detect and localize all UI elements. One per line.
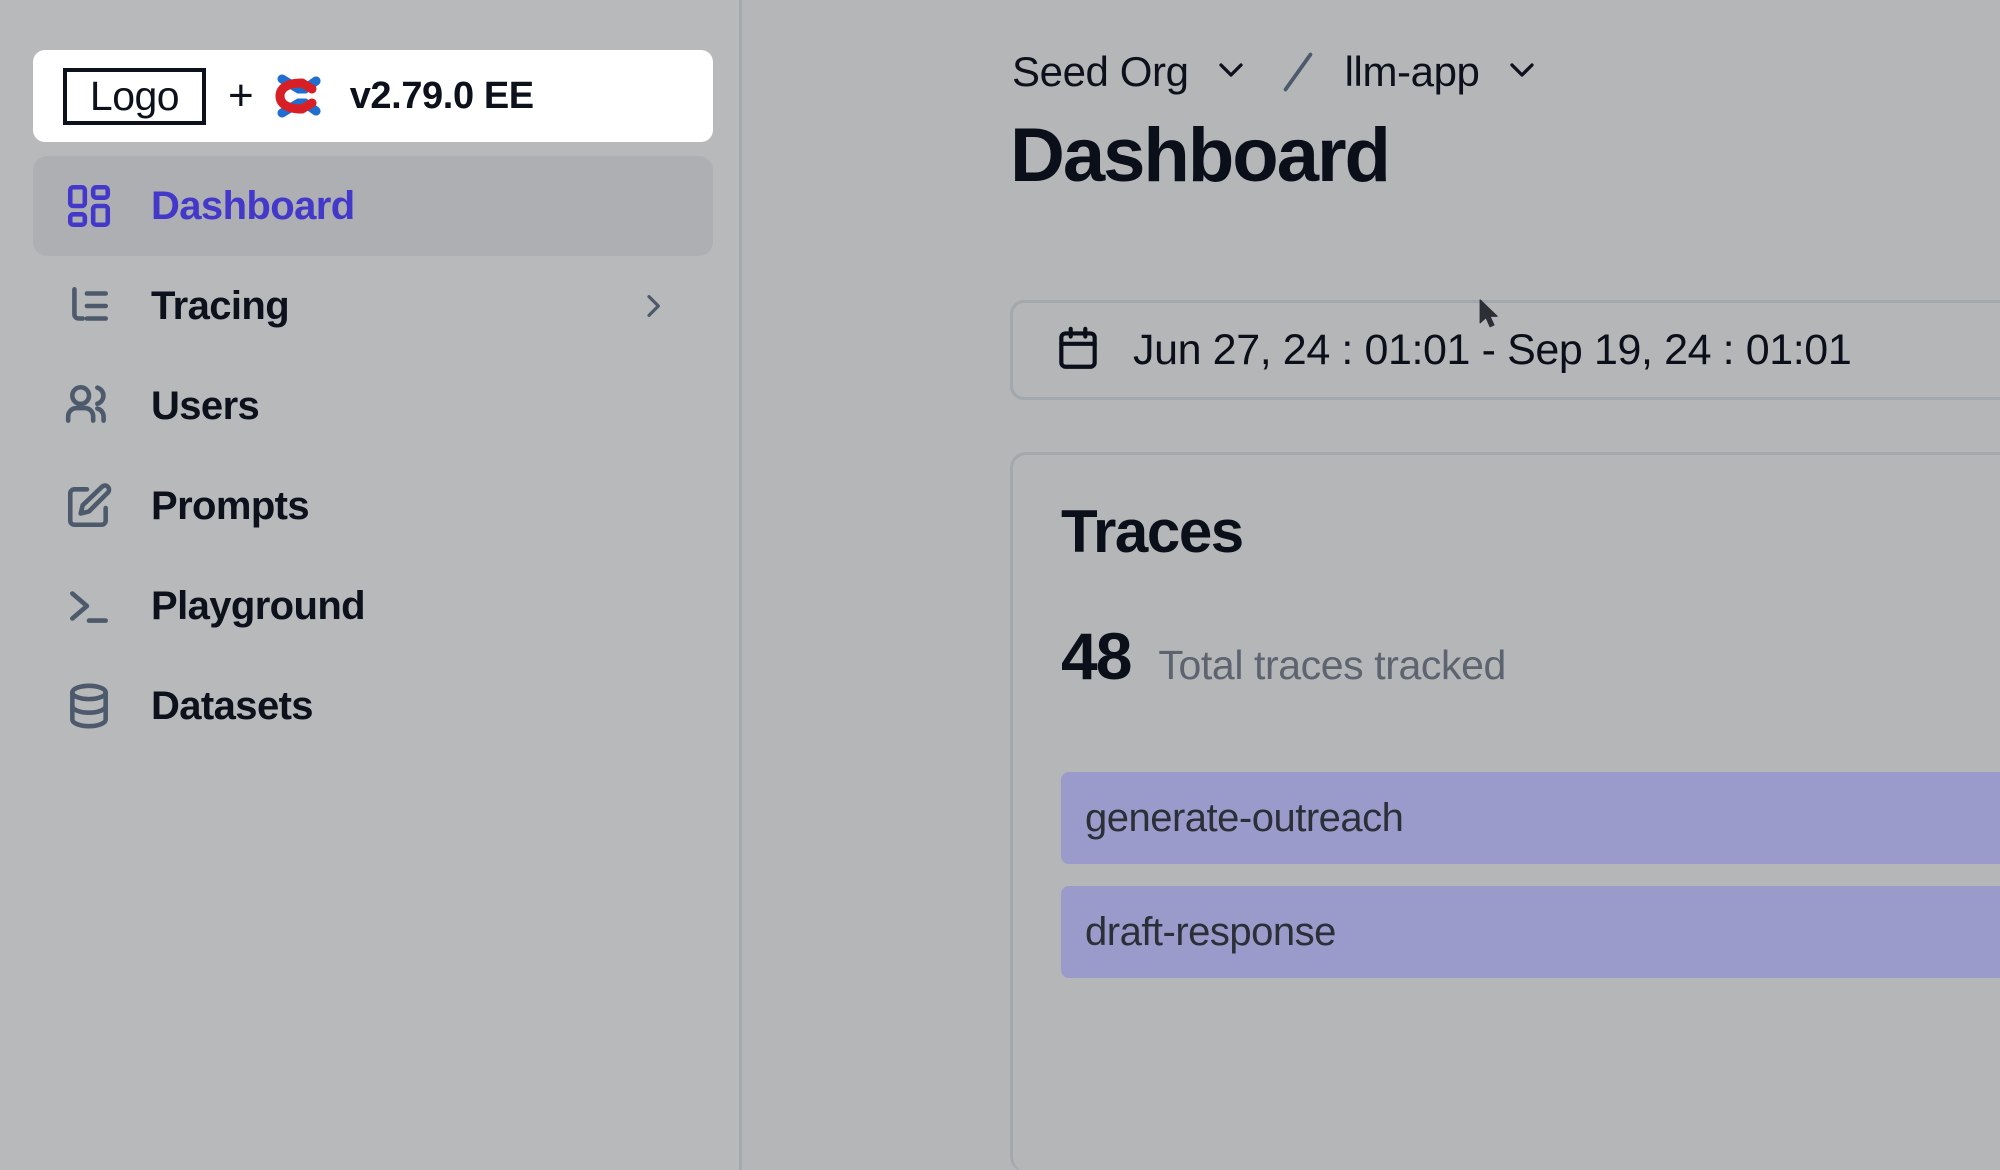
chevron-down-icon[interactable] [1502,50,1542,95]
traces-card-title: Traces [1061,498,1244,565]
langfuse-knot-icon [275,74,321,118]
version-label: v2.79.0 EE [349,74,534,117]
sidebar-inner: Logo + v2.79.0 EE [0,10,742,1170]
sidebar-item-prompts[interactable]: Prompts [33,456,713,556]
sidebar-item-tracing[interactable]: Tracing [33,256,713,356]
logo-placeholder-box: Logo [63,67,206,125]
sidebar-item-label: Dashboard [151,183,355,228]
breadcrumb-org-label: Seed Org [1012,48,1189,95]
plus-sign: + [228,71,254,120]
sidebar-item-label: Datasets [151,683,314,728]
traces-stat-value: 48 [1061,619,1132,693]
breadcrumb-org-selector[interactable]: Seed Org [1012,48,1251,96]
list-tree-icon [61,278,117,334]
sidebar-item-label: Users [151,383,260,428]
slash-separator-icon [1267,42,1329,102]
traces-stat: 48 Total traces tracked [1061,618,2000,694]
sidebar-item-label: Playground [151,583,366,628]
sidebar-nav: Dashboard Tracing [33,156,713,756]
bar-label: generate-outreach [1085,795,1404,840]
sidebar: Logo + v2.79.0 EE [0,0,742,1170]
sidebar-item-label: Tracing [151,283,290,328]
brand-card[interactable]: Logo + v2.79.0 EE [33,50,713,142]
logo-placeholder-text: Logo [89,72,180,119]
layout-grid-icon [61,178,117,234]
sidebar-item-label: Prompts [151,483,310,528]
main-content: Seed Org llm-app [742,0,2000,1170]
database-icon [61,678,117,734]
traces-bar-chart: generate-outreach draft-response [1061,772,2000,978]
users-icon [61,378,117,434]
breadcrumb-project-label: llm-app [1344,48,1480,95]
sidebar-item-playground[interactable]: Playground [33,556,713,656]
calendar-icon [1053,323,1103,378]
breadcrumb-project-selector[interactable]: llm-app [1345,48,1542,96]
sidebar-item-dashboard[interactable]: Dashboard [33,156,713,256]
terminal-icon [61,578,117,634]
breadcrumb: Seed Org llm-app [1012,42,1542,102]
traces-card: Traces 48 Total traces tracked generate-… [1010,452,2000,1170]
date-range-picker[interactable]: Jun 27, 24 : 01:01 - Sep 19, 24 : 01:01 [1010,300,2000,400]
square-pen-icon [61,478,117,534]
page-title: Dashboard [1010,113,1391,198]
traces-stat-label: Total traces tracked [1158,642,1506,688]
sidebar-item-datasets[interactable]: Datasets [33,656,713,756]
bar-label: draft-response [1085,909,1336,954]
bar-row[interactable]: generate-outreach [1061,772,2000,864]
sidebar-item-users[interactable]: Users [33,356,713,456]
date-range-label: Jun 27, 24 : 01:01 - Sep 19, 24 : 01:01 [1133,325,1852,374]
chevron-down-icon[interactable] [1211,50,1251,95]
bar-row[interactable]: draft-response [1061,886,2000,978]
chevron-right-icon[interactable] [637,290,669,322]
